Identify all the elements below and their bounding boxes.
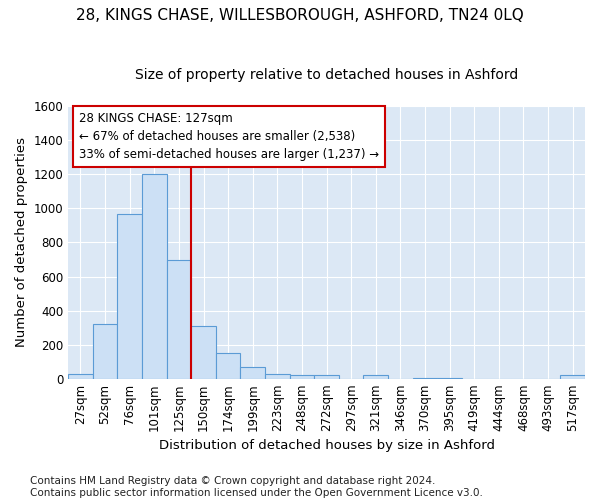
Bar bbox=[142, 174, 167, 378]
Bar bbox=[216, 353, 241, 378]
Bar bbox=[560, 376, 585, 378]
Text: 28 KINGS CHASE: 127sqm
← 67% of detached houses are smaller (2,538)
33% of semi-: 28 KINGS CHASE: 127sqm ← 67% of detached… bbox=[79, 112, 379, 160]
Bar bbox=[265, 374, 290, 378]
Text: 28, KINGS CHASE, WILLESBOROUGH, ASHFORD, TN24 0LQ: 28, KINGS CHASE, WILLESBOROUGH, ASHFORD,… bbox=[76, 8, 524, 22]
Text: Contains HM Land Registry data © Crown copyright and database right 2024.
Contai: Contains HM Land Registry data © Crown c… bbox=[30, 476, 483, 498]
Bar bbox=[314, 376, 339, 378]
Bar bbox=[93, 324, 118, 378]
X-axis label: Distribution of detached houses by size in Ashford: Distribution of detached houses by size … bbox=[158, 440, 494, 452]
Bar bbox=[191, 326, 216, 378]
Bar bbox=[364, 376, 388, 378]
Bar bbox=[118, 214, 142, 378]
Y-axis label: Number of detached properties: Number of detached properties bbox=[15, 138, 28, 348]
Title: Size of property relative to detached houses in Ashford: Size of property relative to detached ho… bbox=[135, 68, 518, 82]
Bar bbox=[241, 367, 265, 378]
Bar bbox=[68, 374, 93, 378]
Bar bbox=[167, 260, 191, 378]
Bar bbox=[290, 376, 314, 378]
